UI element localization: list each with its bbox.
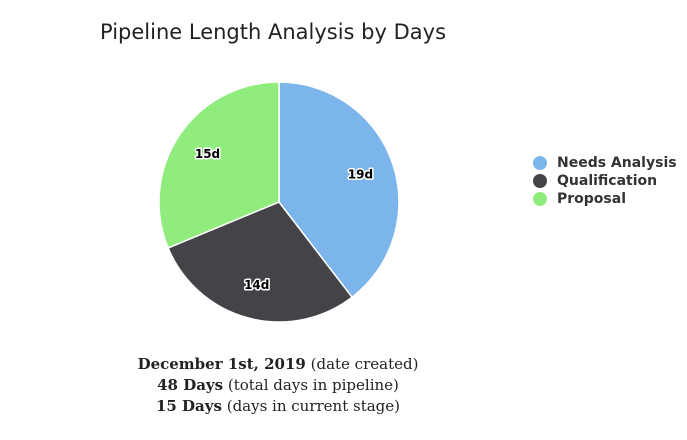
legend-swatch [533, 192, 547, 206]
pipeline-info: December 1st, 2019 (date created) 48 Day… [78, 354, 478, 417]
info-value: 48 Days [157, 376, 224, 394]
info-note: (days in current stage) [226, 397, 401, 415]
legend-label: Needs Analysis [557, 155, 677, 171]
info-value: December 1st, 2019 [137, 355, 306, 373]
legend-swatch [533, 156, 547, 170]
info-note: (date created) [310, 355, 419, 373]
slice-data-label: 14d [244, 278, 269, 292]
info-note: (total days in pipeline) [227, 376, 399, 394]
legend-swatch [533, 174, 547, 188]
info-total-days: 48 Days (total days in pipeline) [78, 375, 478, 396]
info-date-created: December 1st, 2019 (date created) [78, 354, 478, 375]
chart-title: Pipeline Length Analysis by Days [100, 20, 447, 44]
pie-slice-qualification[interactable] [167, 201, 353, 323]
info-value: 15 Days [155, 397, 222, 415]
legend: Needs Analysis Qualification Proposal [533, 154, 677, 208]
legend-label: Qualification [557, 173, 658, 189]
legend-item-needs-analysis[interactable]: Needs Analysis [533, 154, 677, 172]
legend-label: Proposal [557, 191, 627, 207]
slice-data-label: 15d [195, 147, 220, 161]
pie-slice-proposal[interactable] [158, 81, 280, 249]
legend-item-qualification[interactable]: Qualification [533, 172, 677, 190]
slice-data-label: 19d [348, 167, 373, 181]
legend-item-proposal[interactable]: Proposal [533, 190, 677, 208]
info-current-stage-days: 15 Days (days in current stage) [78, 396, 478, 417]
pie-slice-needs-analysis[interactable] [278, 81, 400, 298]
